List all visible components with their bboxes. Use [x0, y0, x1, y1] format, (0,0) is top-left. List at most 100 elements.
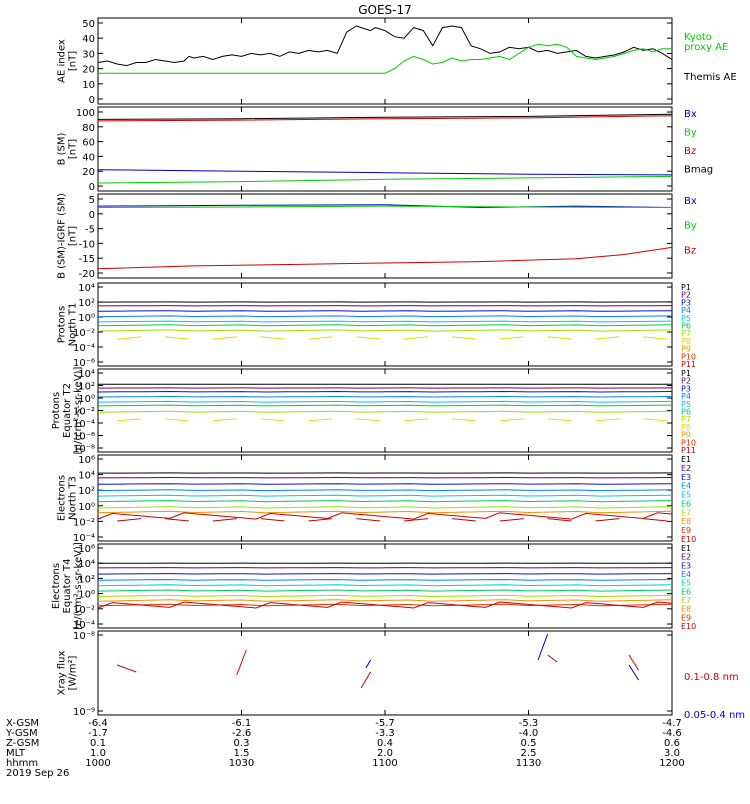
channel-trace	[165, 519, 189, 521]
legend-label: Bz	[684, 245, 696, 256]
channel-trace	[213, 519, 237, 521]
y-tick-label: 10⁻⁹	[73, 707, 95, 718]
channel-label: E10	[681, 622, 696, 631]
channel-label: P11	[681, 446, 696, 455]
channel-trace	[98, 401, 672, 402]
x-tick-value: 1000	[85, 758, 110, 769]
channel-trace	[213, 419, 237, 421]
panel-frame	[98, 107, 672, 191]
xray-spike	[237, 650, 247, 675]
channel-trace	[548, 419, 572, 421]
y-tick-label: 10⁰	[78, 313, 95, 324]
y-tick-label: 100	[76, 108, 95, 119]
channel-trace	[308, 519, 332, 521]
y-tick-label: 20	[82, 167, 95, 178]
x-tick-value: 1030	[229, 758, 254, 769]
channel-trace	[213, 337, 237, 339]
y-tick-label: 10⁴	[78, 283, 95, 294]
channel-trace	[98, 507, 672, 508]
xray-spike	[366, 660, 371, 668]
y-tick-label: 0	[89, 210, 95, 221]
panel-frame	[98, 369, 672, 452]
channel-trace	[98, 325, 672, 326]
channel-trace	[500, 337, 524, 339]
channel-label: E3	[681, 473, 691, 482]
y-axis-label: North T3	[68, 476, 79, 520]
y-axis-label: Xray flux	[57, 651, 68, 696]
y-tick-label: 30	[82, 49, 95, 60]
y-axis-label: Protons	[51, 392, 62, 429]
y-axis-label: [e/(cm²-s-sr-keV)]	[73, 542, 84, 630]
channel-label: E9	[681, 526, 691, 535]
channel-label: E3	[681, 561, 691, 570]
legend-label: Bmag	[684, 165, 713, 176]
y-tick-label: 80	[82, 123, 95, 134]
channel-trace	[98, 490, 672, 491]
channel-trace	[643, 519, 667, 521]
series-bz	[98, 247, 672, 268]
channel-trace	[308, 419, 332, 421]
channel-trace	[98, 321, 672, 322]
channel-trace	[261, 337, 285, 339]
channel-trace	[165, 337, 189, 339]
y-axis-label: [nT]	[68, 226, 79, 246]
channel-trace	[98, 580, 672, 581]
channel-trace	[595, 519, 619, 521]
channel-label: E9	[681, 613, 691, 622]
channel-trace	[98, 495, 672, 496]
channel-trace	[165, 419, 189, 421]
panel-frame	[98, 544, 672, 628]
y-tick-label: 10⁻⁸	[73, 631, 95, 642]
legend-label: 0.05-0.4 nm	[684, 710, 745, 721]
series-kyoto-proxy-ae	[98, 44, 672, 73]
y-tick-label: -5	[85, 225, 95, 236]
channel-trace	[308, 337, 332, 339]
legend-label: By	[684, 128, 697, 139]
channel-trace	[452, 419, 476, 421]
y-tick-label: 10⁶	[78, 455, 95, 466]
channel-label: E7	[681, 596, 691, 605]
xray-spike	[117, 665, 136, 672]
series-by	[98, 176, 672, 183]
channel-trace	[98, 501, 672, 502]
legend-label: 0.1-0.8 nm	[684, 672, 739, 683]
y-tick-label: 10⁰	[78, 502, 95, 513]
xray-spike	[548, 655, 558, 662]
channel-trace	[261, 419, 285, 421]
y-axis-label: Equator T4	[62, 559, 73, 614]
channel-trace	[98, 316, 672, 317]
y-axis-label: [W/m²]	[68, 655, 79, 690]
channel-trace	[548, 337, 572, 339]
channel-label: E2	[681, 464, 691, 473]
panel-frame	[98, 283, 672, 366]
legend-label: proxy AE	[684, 42, 728, 53]
channel-trace	[404, 337, 428, 339]
y-axis-label: B (SM)-IGRF (SM)	[57, 193, 68, 279]
channel-trace	[356, 519, 380, 521]
series-bz	[98, 116, 672, 121]
x-date-label: 2019 Sep 26	[6, 768, 69, 779]
y-axis-label: North T1	[68, 303, 79, 347]
channel-trace	[98, 392, 672, 393]
panel-frame	[98, 631, 672, 715]
y-axis-label: Electrons	[51, 563, 62, 609]
x-tick-value: 1100	[372, 758, 397, 769]
y-tick-label: 20	[82, 65, 95, 76]
channel-trace	[98, 574, 672, 575]
channel-label: E2	[681, 553, 691, 562]
y-tick-label: 40	[82, 152, 95, 163]
channel-trace	[356, 419, 380, 421]
channel-label: E6	[681, 587, 691, 596]
legend-label: Bz	[684, 146, 696, 157]
channel-trace	[117, 337, 141, 339]
y-tick-label: 10⁴	[78, 471, 95, 482]
series-themis-ae	[98, 26, 672, 66]
legend-label: By	[684, 221, 697, 232]
